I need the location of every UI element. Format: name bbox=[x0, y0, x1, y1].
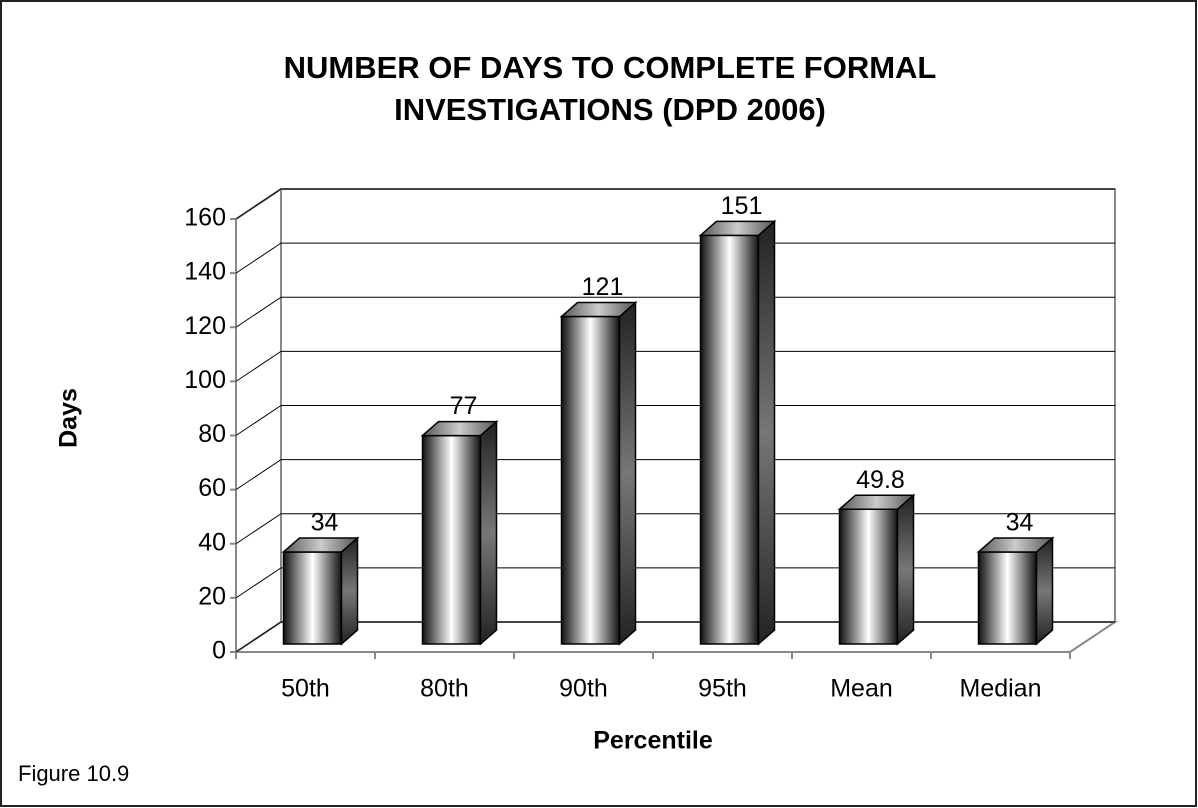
bar-top bbox=[976, 537, 1055, 553]
y-tick-label: 20 bbox=[198, 582, 226, 610]
value-label: 34 bbox=[1006, 509, 1034, 537]
bar-side bbox=[896, 493, 915, 646]
value-label: 34 bbox=[311, 509, 339, 537]
value-label: 49.8 bbox=[856, 466, 905, 494]
grid-line bbox=[235, 296, 282, 328]
value-label: 151 bbox=[721, 192, 763, 220]
bar bbox=[976, 536, 1055, 646]
y-tick-label: 80 bbox=[198, 420, 226, 448]
bar-front bbox=[560, 315, 621, 645]
bar-side bbox=[757, 219, 776, 646]
x-tick-label: Median bbox=[960, 675, 1042, 703]
grid-line bbox=[235, 405, 282, 436]
bar-top bbox=[559, 301, 638, 318]
bar-top bbox=[281, 537, 360, 553]
bar-front bbox=[421, 434, 482, 645]
bar-top bbox=[420, 420, 499, 437]
y-tick-label: 40 bbox=[198, 528, 226, 556]
grid-line bbox=[235, 459, 282, 491]
grid-line bbox=[235, 621, 282, 653]
x-tick-label: 95th bbox=[698, 675, 747, 703]
bar bbox=[281, 536, 360, 646]
y-tick-label: 160 bbox=[184, 204, 226, 232]
figure-note: Figure 10.9 bbox=[18, 761, 129, 786]
y-tick-label: 140 bbox=[184, 258, 226, 286]
bar bbox=[698, 219, 777, 646]
bar-top bbox=[837, 494, 916, 510]
bar-side bbox=[1035, 536, 1054, 646]
chart-title: INVESTIGATIONS (DPD 2006) bbox=[394, 92, 826, 127]
y-axis-label: Days bbox=[55, 388, 83, 448]
x-tick-label: Mean bbox=[830, 675, 893, 703]
value-label: 77 bbox=[450, 392, 478, 420]
grid-line bbox=[235, 513, 282, 545]
bar-front bbox=[838, 508, 899, 645]
x-tick-label: 80th bbox=[420, 675, 469, 703]
x-axis-label: Percentile bbox=[593, 727, 713, 755]
bar-side bbox=[618, 300, 637, 646]
bar bbox=[559, 300, 638, 646]
bar-front bbox=[699, 234, 760, 645]
bar-top bbox=[698, 220, 777, 237]
y-tick-label: 60 bbox=[198, 474, 226, 502]
y-tick-label: 0 bbox=[212, 637, 226, 665]
x-tick-label: 90th bbox=[559, 675, 608, 703]
chart-title: NUMBER OF DAYS TO COMPLETE FORMAL bbox=[284, 50, 937, 85]
y-tick-label: 120 bbox=[184, 312, 226, 340]
grid-line bbox=[235, 242, 282, 274]
bar bbox=[420, 419, 499, 646]
grid-line bbox=[235, 350, 282, 382]
bar-side bbox=[340, 536, 359, 646]
y-tick-label: 100 bbox=[184, 366, 226, 394]
bar-front bbox=[282, 551, 343, 645]
grid-line bbox=[235, 188, 282, 220]
bar-front bbox=[977, 551, 1038, 645]
x-tick-label: 50th bbox=[281, 675, 330, 703]
grid-line bbox=[235, 567, 282, 599]
bar bbox=[837, 493, 916, 646]
value-label: 121 bbox=[582, 273, 624, 301]
bar-side bbox=[479, 419, 498, 646]
